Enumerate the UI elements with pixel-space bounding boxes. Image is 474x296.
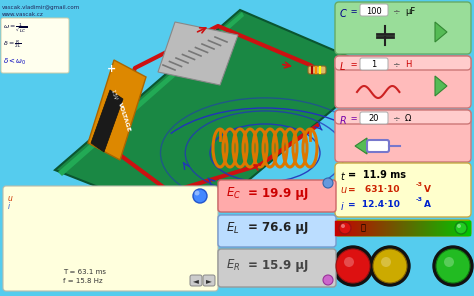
Polygon shape bbox=[435, 22, 447, 42]
Text: T = 63.1 ms: T = 63.1 ms bbox=[63, 269, 106, 275]
Text: A: A bbox=[424, 200, 431, 209]
FancyBboxPatch shape bbox=[360, 4, 388, 16]
Circle shape bbox=[336, 249, 370, 283]
Circle shape bbox=[323, 178, 333, 188]
Text: μF: μF bbox=[405, 7, 415, 16]
Text: = 76.6 μJ: = 76.6 μJ bbox=[248, 221, 309, 234]
Text: ÷: ÷ bbox=[392, 7, 400, 16]
Circle shape bbox=[333, 246, 373, 286]
Polygon shape bbox=[435, 76, 447, 96]
Circle shape bbox=[455, 222, 467, 234]
Text: ÷: ÷ bbox=[392, 114, 400, 123]
Text: -3: -3 bbox=[416, 197, 423, 202]
Circle shape bbox=[339, 222, 351, 234]
Circle shape bbox=[444, 257, 454, 267]
Text: vascak.vladimir@gmail.com: vascak.vladimir@gmail.com bbox=[2, 5, 80, 10]
Text: $u$: $u$ bbox=[340, 185, 348, 195]
Text: =  12.4·10: = 12.4·10 bbox=[348, 200, 400, 209]
FancyBboxPatch shape bbox=[190, 275, 202, 286]
Circle shape bbox=[457, 224, 461, 228]
Text: $\omega=\frac{1}{\sqrt{LC}}$: $\omega=\frac{1}{\sqrt{LC}}$ bbox=[3, 21, 27, 34]
FancyBboxPatch shape bbox=[335, 110, 471, 124]
Circle shape bbox=[436, 249, 470, 283]
FancyBboxPatch shape bbox=[218, 215, 336, 247]
Text: u: u bbox=[8, 194, 13, 203]
Text: +: + bbox=[108, 64, 117, 74]
Text: $R$: $R$ bbox=[339, 114, 347, 126]
Text: = 15.9 μJ: = 15.9 μJ bbox=[248, 258, 309, 271]
Text: $\delta<\omega_0$: $\delta<\omega_0$ bbox=[3, 57, 27, 67]
Text: $i$: $i$ bbox=[340, 200, 345, 212]
Text: =   631·10: = 631·10 bbox=[348, 185, 400, 194]
FancyBboxPatch shape bbox=[203, 275, 215, 286]
Text: =: = bbox=[348, 7, 360, 16]
Text: V: V bbox=[424, 185, 431, 194]
Polygon shape bbox=[58, 12, 244, 176]
Circle shape bbox=[433, 246, 473, 286]
FancyBboxPatch shape bbox=[367, 140, 389, 152]
Text: $C$: $C$ bbox=[339, 7, 348, 19]
Circle shape bbox=[370, 246, 410, 286]
Text: 1: 1 bbox=[371, 60, 377, 69]
Text: f = 15.8 Hz: f = 15.8 Hz bbox=[63, 278, 103, 284]
Text: =: = bbox=[348, 60, 360, 69]
Text: 20: 20 bbox=[369, 114, 379, 123]
Text: $E_R$: $E_R$ bbox=[226, 258, 240, 273]
FancyBboxPatch shape bbox=[308, 66, 326, 74]
Text: www.vascak.cz: www.vascak.cz bbox=[2, 12, 44, 17]
Text: ◄: ◄ bbox=[193, 276, 199, 286]
FancyBboxPatch shape bbox=[335, 56, 471, 108]
Polygon shape bbox=[91, 90, 123, 152]
Text: Ω: Ω bbox=[405, 114, 411, 123]
Text: $E_L$: $E_L$ bbox=[226, 221, 239, 236]
Text: VOLTAGE: VOLTAGE bbox=[117, 102, 131, 132]
Circle shape bbox=[373, 249, 407, 283]
Polygon shape bbox=[88, 60, 146, 160]
Circle shape bbox=[341, 224, 345, 228]
FancyBboxPatch shape bbox=[1, 18, 69, 73]
FancyBboxPatch shape bbox=[360, 58, 388, 70]
Polygon shape bbox=[55, 10, 380, 225]
Text: 🚶: 🚶 bbox=[361, 223, 365, 232]
FancyBboxPatch shape bbox=[335, 110, 471, 162]
FancyBboxPatch shape bbox=[335, 2, 471, 54]
Text: $L$: $L$ bbox=[339, 60, 346, 72]
Circle shape bbox=[193, 189, 207, 203]
Text: =  11.9 ms: = 11.9 ms bbox=[348, 170, 406, 180]
Circle shape bbox=[344, 257, 354, 267]
Polygon shape bbox=[158, 22, 238, 85]
FancyBboxPatch shape bbox=[335, 163, 471, 217]
Polygon shape bbox=[355, 138, 367, 154]
Circle shape bbox=[323, 275, 333, 285]
FancyBboxPatch shape bbox=[3, 186, 218, 291]
Text: -3: -3 bbox=[416, 182, 423, 187]
Text: ÷: ÷ bbox=[392, 60, 400, 69]
FancyBboxPatch shape bbox=[218, 180, 336, 212]
Text: $\delta=\frac{R}{2L}$: $\delta=\frac{R}{2L}$ bbox=[3, 38, 22, 50]
Text: = 19.9 μJ: = 19.9 μJ bbox=[248, 186, 309, 200]
Circle shape bbox=[194, 191, 200, 195]
Text: =: = bbox=[348, 114, 360, 123]
Text: i: i bbox=[8, 202, 10, 211]
Text: 100: 100 bbox=[366, 7, 382, 15]
FancyBboxPatch shape bbox=[218, 249, 336, 287]
Circle shape bbox=[381, 257, 391, 267]
Text: 1.5V: 1.5V bbox=[110, 89, 118, 101]
FancyBboxPatch shape bbox=[335, 220, 471, 236]
Text: H: H bbox=[405, 60, 411, 69]
FancyBboxPatch shape bbox=[360, 112, 388, 124]
Text: $E_C$: $E_C$ bbox=[226, 186, 241, 201]
Text: ►: ► bbox=[206, 276, 212, 286]
Text: $t$: $t$ bbox=[340, 170, 346, 182]
FancyBboxPatch shape bbox=[335, 56, 471, 70]
